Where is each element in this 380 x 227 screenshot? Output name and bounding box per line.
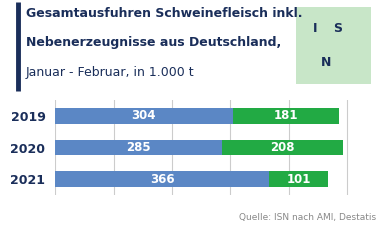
Text: Quelle: ISN nach AMI, Destatis: Quelle: ISN nach AMI, Destatis xyxy=(239,213,376,222)
Text: 208: 208 xyxy=(270,141,294,154)
Text: S: S xyxy=(332,22,342,35)
Text: Januar - Februar, in 1.000 t: Januar - Februar, in 1.000 t xyxy=(26,66,195,79)
Text: I: I xyxy=(313,22,317,35)
Bar xyxy=(55,140,222,155)
Text: N: N xyxy=(321,56,331,69)
Text: 366: 366 xyxy=(150,173,174,186)
Text: 101: 101 xyxy=(286,173,311,186)
Bar xyxy=(269,171,328,187)
Bar xyxy=(55,171,269,187)
Bar xyxy=(233,108,339,124)
Text: Gesamtausfuhren Schweinefleisch inkl.: Gesamtausfuhren Schweinefleisch inkl. xyxy=(26,7,302,20)
Text: Nebenerzeugnisse aus Deutschland,: Nebenerzeugnisse aus Deutschland, xyxy=(26,36,281,49)
Text: 181: 181 xyxy=(273,109,298,122)
Text: 285: 285 xyxy=(126,141,151,154)
Text: 304: 304 xyxy=(131,109,156,122)
Bar xyxy=(222,140,343,155)
Bar xyxy=(55,108,233,124)
